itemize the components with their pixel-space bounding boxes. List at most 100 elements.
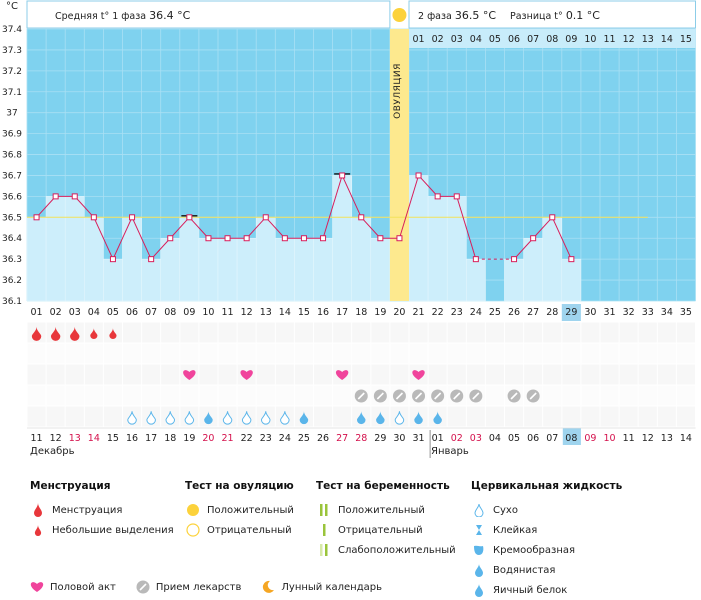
symbol-cell (199, 343, 218, 364)
phase2-day-label: 14 (661, 34, 673, 45)
bottom-legend: Половой акт Прием лекарств Лунный календ… (30, 580, 402, 594)
symbol-cell (275, 385, 294, 406)
symbol-cell (524, 406, 543, 427)
cycle-day-label: 11 (222, 307, 234, 318)
temp-bar (275, 237, 295, 302)
temp-point (377, 235, 384, 242)
faint-stripe-icon (316, 543, 332, 557)
calendar-date-label: 26 (317, 433, 329, 444)
symbol-cell (657, 343, 676, 364)
cycle-day-label: 14 (279, 307, 291, 318)
symbol-cell (199, 385, 218, 406)
cycle-day-label: 04 (88, 307, 100, 318)
symbol-cell (447, 364, 466, 385)
legend-menstruation-item: Менструация (30, 500, 174, 520)
creamy-drop-icon (471, 543, 487, 557)
temp-point (148, 256, 155, 263)
heart-icon (240, 370, 253, 380)
symbol-cell (638, 364, 657, 385)
calendar-date-label: 01 (432, 433, 444, 444)
symbol-cell (352, 343, 371, 364)
legend-label-watery: Водянистая (493, 564, 556, 576)
symbol-cell (524, 364, 543, 385)
symbol-cell (103, 343, 122, 364)
phase2-day-label: 10 (584, 34, 596, 45)
symbol-cell (161, 343, 180, 364)
temp-bar (103, 258, 123, 302)
legend-cervical-dry: Сухо (471, 500, 622, 520)
pill-icon-stripe (434, 392, 442, 400)
temp-line-segment (169, 216, 190, 239)
symbol-cell (199, 364, 218, 385)
symbol-cell (46, 364, 65, 385)
diff-value: 0.1 °C (565, 9, 600, 22)
temp-bar (466, 258, 486, 302)
symbol-cell (390, 364, 409, 385)
cycle-day-label: 30 (584, 307, 596, 318)
symbol-cell (256, 364, 275, 385)
legend-label-sticky: Клейкая (493, 524, 538, 536)
legend-label-eggwhite: Яичный белок (493, 584, 568, 596)
symbol-cell (619, 385, 638, 406)
temp-bar (313, 237, 333, 302)
temp-point (262, 214, 269, 221)
cycle-day-label: 19 (374, 307, 386, 318)
symbol-cell (505, 322, 524, 343)
temp-line-segment (36, 196, 57, 218)
phase2-day-row (409, 29, 696, 48)
symbol-cell (218, 343, 237, 364)
phase1-header-box (26, 0, 391, 29)
temp-point (300, 235, 307, 242)
phase1-summary: Средняя t° 1 фаза 36.4 °C (55, 9, 190, 22)
calendar-date-label: 02 (451, 433, 463, 444)
cycle-day-label: 05 (107, 307, 119, 318)
temp-bar (64, 196, 85, 302)
symbol-cell (294, 385, 313, 406)
symbol-cell (524, 322, 543, 343)
small-blood-drop-icon (30, 524, 46, 536)
symbol-cell (84, 385, 103, 406)
eggwhite-drop-icon (414, 411, 423, 425)
calendar-date-label: 06 (527, 433, 539, 444)
eggwhite-drop-icon (204, 411, 213, 425)
cycle-day-label: 08 (164, 307, 176, 318)
symbol-cell (466, 343, 485, 364)
dry-drop-icon (241, 411, 252, 425)
cycle-day-label: 07 (145, 307, 157, 318)
temp-bar (370, 237, 391, 302)
temp-point (129, 214, 136, 221)
pill-icon-stripe (414, 392, 423, 400)
phase2-label: 2 фаза (418, 11, 452, 22)
calendar-date-label: 29 (374, 433, 386, 444)
menstruation-drop-icon (109, 328, 117, 339)
temp-line-segment (341, 175, 362, 218)
calendar-date-label: 05 (508, 433, 520, 444)
calendar-date-label: 14 (88, 433, 100, 444)
symbol-cell (294, 322, 313, 343)
temp-line-segment (265, 216, 286, 239)
legend-pregnancy-positive: Положительный (316, 500, 456, 520)
symbol-cell (447, 343, 466, 364)
phase2-day-label: 12 (623, 34, 635, 45)
temp-point (530, 235, 537, 242)
dry-drop-icon (146, 411, 156, 425)
y-tick-label: 36.6 (2, 192, 22, 202)
calendar-date-label: 03 (470, 433, 482, 444)
symbol-cell (562, 364, 581, 385)
symbol-cell (543, 322, 562, 343)
symbol-cell (676, 364, 695, 385)
temp-line-segment (322, 175, 343, 239)
temp-bar (179, 217, 200, 302)
temp-point (415, 172, 422, 179)
symbol-cell (314, 364, 333, 385)
y-tick-label: 36.1 (2, 297, 22, 307)
calendar-date-label: 16 (126, 433, 138, 444)
cycle-day-label: 33 (642, 307, 654, 318)
eggwhite-drop-icon (376, 411, 385, 425)
legend-label-lunar: Лунный календарь (281, 581, 382, 593)
menstruation-drop-icon (90, 328, 98, 339)
dry-drop-icon (260, 411, 271, 425)
symbol-cell (371, 343, 390, 364)
temp-point (90, 214, 97, 221)
symbol-cell (390, 322, 409, 343)
